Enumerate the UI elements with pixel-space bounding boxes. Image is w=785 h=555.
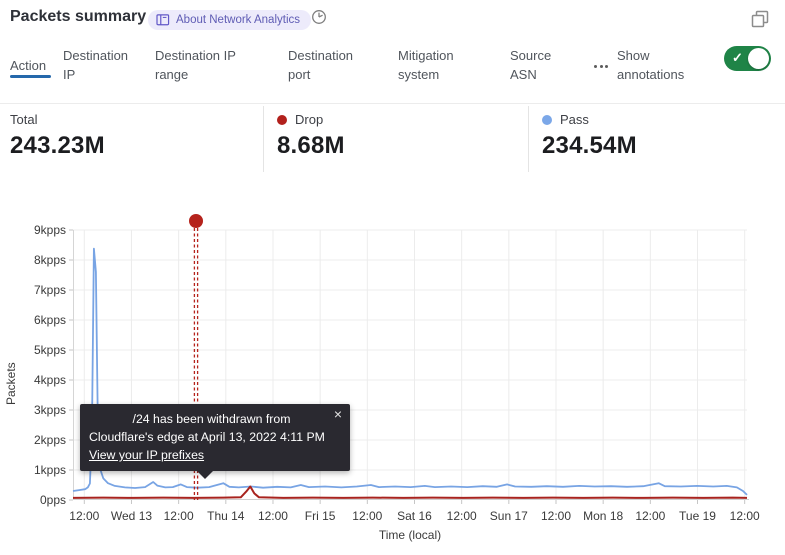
stat-drop-value: 8.68M — [277, 132, 345, 159]
x-tick-label: 12:00 — [69, 509, 100, 523]
y-axis-title: Packets — [4, 362, 18, 405]
page-title: Packets summary — [10, 8, 147, 25]
stat-total-label: Total — [10, 112, 38, 127]
divider — [528, 106, 529, 172]
stat-drop-label: Drop — [277, 112, 323, 127]
x-tick-label: 12:00 — [446, 509, 477, 523]
check-icon: ✓ — [732, 50, 743, 65]
x-tick-label: 12:00 — [163, 509, 194, 523]
divider — [0, 103, 785, 104]
x-tick-label: Fri 15 — [304, 509, 336, 523]
tab-destination-port[interactable]: Destination port — [288, 48, 354, 82]
book-icon — [156, 14, 170, 26]
stat-total-value: 243.23M — [10, 132, 105, 159]
series-line-pass — [72, 247, 748, 496]
y-tick-label: 9kpps — [33, 223, 66, 237]
annotation-tooltip: × /24 has been withdrawn from Cloudflare… — [80, 404, 350, 479]
y-tick-label: 8kpps — [33, 253, 66, 267]
about-network-analytics-link[interactable]: About Network Analytics — [148, 10, 312, 30]
tooltip-caret — [196, 470, 214, 479]
y-tick-label: 7kpps — [33, 283, 66, 297]
view-ip-prefixes-link[interactable]: View your IP prefixes — [89, 448, 205, 462]
x-tick-label: Tue 19 — [679, 509, 716, 523]
x-tick-label: Wed 13 — [110, 509, 153, 523]
x-tick-label: 12:00 — [729, 509, 760, 523]
popout-window-icon[interactable] — [750, 9, 770, 29]
stat-pass-label: Pass — [542, 112, 589, 127]
y-tick-label: 5kpps — [33, 343, 66, 357]
series-line-drop — [72, 485, 748, 499]
y-tick-label: 4kpps — [33, 373, 66, 387]
y-tick-label: 0pps — [39, 493, 66, 507]
x-tick-label: Sun 17 — [489, 509, 528, 523]
show-annotations-toggle[interactable]: ✓ — [724, 46, 771, 71]
annotation-marker-dot[interactable] — [189, 214, 204, 228]
x-tick-label: 12:00 — [257, 509, 288, 523]
x-tick-label: 12:00 — [540, 509, 572, 523]
stat-pass-value: 234.54M — [542, 132, 637, 159]
tab-destination-ip[interactable]: Destination IP — [63, 48, 129, 82]
y-tick-label: 1kpps — [33, 463, 66, 477]
tooltip-text-line2: Cloudflare's edge at April 13, 2022 4:11… — [89, 430, 325, 444]
tab-destination-ip-range[interactable]: Destination IP range — [155, 48, 236, 82]
toggle-knob — [748, 48, 769, 69]
x-tick-label: 12:00 — [635, 509, 666, 523]
drop-dot-icon — [277, 114, 287, 125]
x-tick-label: Sat 16 — [397, 509, 432, 523]
divider — [263, 106, 264, 172]
clock-icon[interactable] — [311, 9, 327, 25]
about-badge-label: About Network Analytics — [176, 14, 301, 26]
x-tick-label: Thu 14 — [207, 509, 245, 523]
packets-line-chart[interactable] — [69, 214, 749, 504]
tab-mitigation-system[interactable]: Mitigation system — [398, 48, 454, 82]
more-tabs-button[interactable] — [594, 65, 608, 68]
pass-dot-icon — [542, 114, 552, 125]
x-axis-title: Time (local) — [378, 528, 442, 542]
x-tick-label: Mon 18 — [583, 509, 624, 523]
y-tick-label: 2kpps — [33, 433, 66, 447]
close-icon[interactable]: × — [333, 406, 342, 422]
tab-source-asn[interactable]: Source ASN — [510, 48, 552, 82]
tooltip-text-line1: /24 has been withdrawn from — [132, 412, 291, 426]
active-tab-underline — [10, 75, 51, 78]
x-tick-label: 12:00 — [352, 509, 383, 523]
ellipsis-icon — [594, 65, 597, 68]
show-annotations-label: Show annotations — [617, 48, 685, 82]
tab-action[interactable]: Action — [10, 58, 47, 73]
y-tick-label: 3kpps — [33, 403, 66, 417]
y-tick-label: 6kpps — [33, 313, 66, 327]
